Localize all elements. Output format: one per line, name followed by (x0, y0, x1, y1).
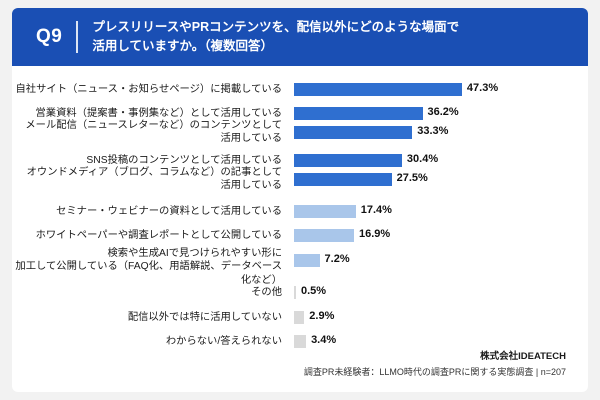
bar-value: 17.4% (360, 204, 392, 216)
bar (294, 254, 320, 267)
bar (294, 229, 354, 242)
bar-label: 営業資料（提案書・事例集など）として活用している (12, 107, 288, 121)
header-divider (76, 21, 79, 53)
bar-value: 0.5% (301, 285, 327, 297)
footer-note: 調査PR未経験者：LLMO時代の調査PRに関する実態調査 | n=207 (303, 367, 566, 377)
bar (294, 205, 356, 218)
bar-label-line: 自社サイト（ニュース・お知らせページ）に掲載している (15, 83, 282, 95)
bar-label-line: わからない/答えられない (165, 335, 282, 347)
bar-label-line: 活用している (220, 180, 282, 192)
bar (294, 286, 296, 299)
bar-label-line: 営業資料（提案書・事例集など）として活用している (35, 107, 282, 119)
bar-label: その他 (12, 286, 288, 300)
bar (294, 126, 413, 139)
bar-label: SNS投稿のコンテンツとして活用している (12, 154, 288, 168)
bar-value: 7.2% (324, 253, 350, 265)
bar-label-line: メール配信（ニュースレターなど）のコンテンツとして (25, 119, 282, 131)
bar-label: 検索や生成AIで見つけられやすい形に加工して公開している（FAQ化、用語解説、デ… (12, 247, 288, 289)
bar (294, 335, 307, 348)
bar-label-line: セミナー・ウェビナーの資料として活用している (56, 205, 282, 217)
question-text: プレスリリースやPRコンテンツを、配信以外にどのような場面で 活用していますか。… (92, 18, 459, 57)
bar-label: 自社サイト（ニュース・お知らせページ）に掲載している (12, 83, 288, 97)
bar-label-line: 配信以外では特に活用していない (127, 311, 282, 323)
bar-value: 33.3% (417, 125, 449, 137)
bar (294, 107, 423, 120)
bar-value: 47.3% (466, 82, 499, 94)
bar-value: 3.4% (311, 334, 337, 346)
bar-value: 36.2% (427, 106, 459, 118)
bar-value: 27.5% (396, 172, 428, 184)
question-number: Q9 (36, 26, 63, 47)
question-text-line-1: プレスリリースやPRコンテンツを、配信以外にどのような場面で (92, 19, 460, 34)
bar (294, 173, 392, 186)
bar-chart: 自社サイト（ニュース・お知らせページ）に掲載している 47.3% 営業資料（提案書・… (12, 66, 588, 349)
chart-card: Q9 プレスリリースやPRコンテンツを、配信以外にどのような場面で 活用していま… (12, 8, 588, 392)
bar-label: 配信以外では特に活用していない (12, 311, 288, 325)
bar-label-line: ホワイトペーパーや調査レポートとして公開している (35, 229, 282, 241)
bar-label-line: その他 (251, 286, 282, 298)
footer-company: 株式会社IDEATECH (480, 351, 566, 362)
bar-value: 16.9% (358, 228, 391, 240)
bar-label: メール配信（ニュースレターなど）のコンテンツとして活用している (12, 119, 288, 147)
question-header: Q9 プレスリリースやPRコンテンツを、配信以外にどのような場面で 活用していま… (12, 8, 588, 66)
bar-label: わからない/答えられない (12, 335, 288, 349)
bar (294, 311, 305, 324)
bar-value: 2.9% (309, 310, 335, 322)
chart-footer: 株式会社IDEATECH 調査PR未経験者：LLMO時代の調査PRに関する実態調… (304, 348, 566, 378)
bar-label-line: オウンドメディア（ブログ、コラムなど）の記事として (26, 166, 282, 178)
bar (294, 83, 462, 96)
bar-label: セミナー・ウェビナーの資料として活用している (12, 205, 288, 219)
bar-label: ホワイトペーパーや調査レポートとして公開している (12, 229, 288, 243)
bar (294, 154, 402, 167)
bar-label-line: SNS投稿のコンテンツとして活用している (86, 154, 282, 166)
question-text-line-2: 活用していますか。（複数回答） (92, 39, 273, 53)
bar-label-line: 加工して公開している（FAQ化、用語解説、データベース化など） (15, 261, 282, 287)
bar-value: 30.4% (406, 153, 439, 165)
bar-label: オウンドメディア（ブログ、コラムなど）の記事として活用している (12, 166, 288, 194)
bar-label-line: 活用している (220, 133, 282, 145)
bar-label-line: 検索や生成AIで見つけられやすい形に (107, 247, 282, 259)
